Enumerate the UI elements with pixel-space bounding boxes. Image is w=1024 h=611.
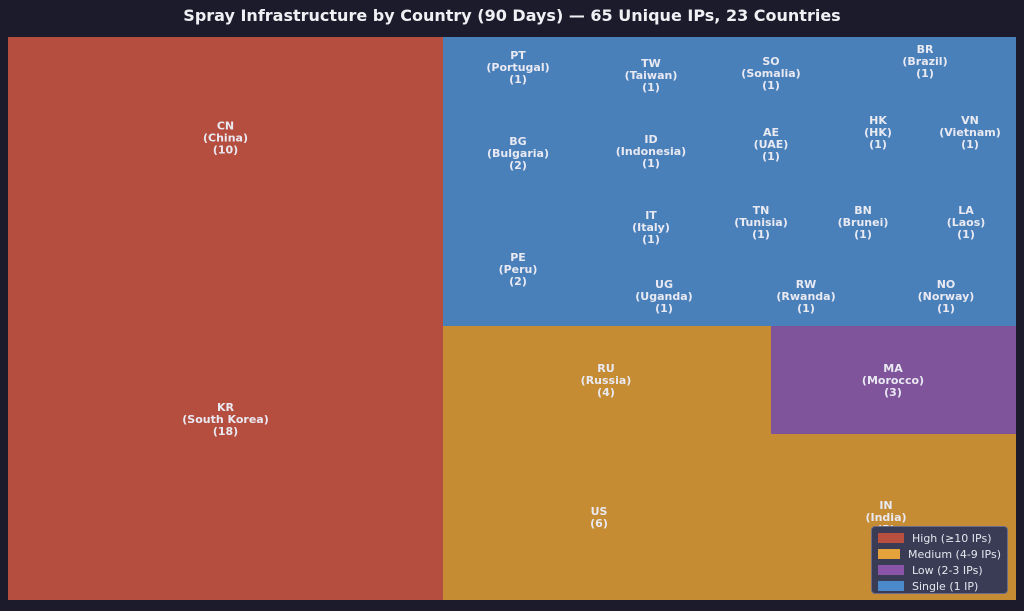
tile-label-la: (Laos) (947, 216, 986, 229)
legend-entry-high: High (≥10 IPs) (878, 530, 1001, 546)
tile-label-pe: (2) (509, 275, 527, 288)
legend-swatch-medium (878, 549, 901, 559)
tile-label-kr: (18) (213, 425, 238, 438)
tile-label-bn: (Brunei) (838, 216, 889, 229)
tile-label-ae: (1) (762, 150, 780, 163)
legend-label-single: Single (1 IP) (912, 579, 979, 593)
tile-label-pt: (Portugal) (486, 61, 549, 74)
tile-label-so: (1) (762, 79, 780, 92)
legend: High (≥10 IPs) Medium (4-9 IPs) Low (2-3… (871, 526, 1008, 594)
tile-label-tw: (Taiwan) (625, 69, 678, 82)
tile-label-kr: KR (217, 401, 235, 414)
tile-label-vn: (Vietnam) (939, 126, 1001, 139)
tile-label-us: (6) (590, 517, 608, 530)
legend-entry-medium: Medium (4-9 IPs) (878, 546, 1001, 562)
chart-title: Spray Infrastructure by Country (90 Days… (183, 6, 841, 25)
tile-label-ae: (UAE) (754, 138, 789, 151)
tile-label-bg: (2) (509, 159, 527, 172)
legend-label-low: Low (2-3 IPs) (912, 563, 983, 577)
tile-label-so: SO (762, 55, 779, 68)
tile-label-ug: (1) (655, 302, 673, 315)
legend-entry-low: Low (2-3 IPs) (878, 562, 1001, 578)
tile-label-no: (Norway) (918, 290, 975, 303)
tile-cn (8, 37, 443, 238)
tile-label-pe: (Peru) (499, 263, 538, 276)
tile-label-la: (1) (957, 228, 975, 241)
tile-label-cn: (10) (213, 144, 238, 157)
tile-label-rw: (Rwanda) (776, 290, 835, 303)
tile-label-pt: PT (510, 49, 526, 62)
tile-label-tn: (Tunisia) (734, 216, 788, 229)
tile-label-so: (Somalia) (741, 67, 800, 80)
tile-label-it: (1) (642, 233, 660, 246)
tile-label-br: (Brazil) (902, 55, 947, 68)
tile-label-tn: TN (753, 204, 770, 217)
tile-label-tw: (1) (642, 81, 660, 94)
tile-label-no: NO (937, 278, 956, 291)
tile-label-bg: BG (509, 135, 526, 148)
tile-label-it: (Italy) (632, 221, 670, 234)
tile-us (443, 434, 771, 600)
tile-label-br: BR (917, 43, 934, 56)
tile-label-id: (1) (642, 157, 660, 170)
tile-label-in: IN (879, 499, 892, 512)
tile-cluster-small-countries (443, 37, 1016, 326)
legend-label-high: High (≥10 IPs) (912, 531, 992, 545)
tile-label-tn: (1) (752, 228, 770, 241)
tile-kr (8, 238, 443, 600)
tile-label-ru: (4) (597, 386, 615, 399)
legend-swatch-high (878, 533, 904, 543)
tile-label-br: (1) (916, 67, 934, 80)
tile-label-no: (1) (937, 302, 955, 315)
tile-label-vn: (1) (961, 138, 979, 151)
tile-label-vn: VN (961, 114, 979, 127)
tile-label-hk: (HK) (864, 126, 892, 139)
tile-label-hk: HK (869, 114, 887, 127)
tile-label-ug: UG (655, 278, 673, 291)
tile-label-us: US (591, 505, 608, 518)
legend-entry-single: Single (1 IP) (878, 578, 1001, 594)
tile-label-id: ID (644, 133, 657, 146)
tile-label-ug: (Uganda) (635, 290, 692, 303)
tile-label-bn: (1) (854, 228, 872, 241)
tile-label-ru: (Russia) (581, 374, 632, 387)
tile-label-cn: (China) (203, 132, 248, 145)
tile-label-rw: (1) (797, 302, 815, 315)
tile-label-ma: (3) (884, 386, 902, 399)
tile-label-bn: BN (854, 204, 872, 217)
tile-label-la: LA (958, 204, 974, 217)
tile-ru (443, 326, 771, 434)
tile-label-ma: (Morocco) (862, 374, 924, 387)
tile-label-cn: CN (217, 120, 234, 133)
legend-label-medium: Medium (4-9 IPs) (908, 547, 1001, 561)
tile-label-ma: MA (883, 362, 903, 375)
tile-label-pt: (1) (509, 73, 527, 86)
tile-label-rw: RW (796, 278, 817, 291)
tile-label-id: (Indonesia) (616, 145, 686, 158)
tile-label-bg: (Bulgaria) (487, 147, 549, 160)
tile-ma (771, 326, 1016, 434)
tile-label-ae: AE (763, 126, 779, 139)
tile-label-kr: (South Korea) (182, 413, 268, 426)
tile-label-tw: TW (641, 57, 661, 70)
tile-label-hk: (1) (869, 138, 887, 151)
legend-swatch-low (878, 565, 904, 575)
tile-label-pe: PE (510, 251, 526, 264)
tile-label-in: (India) (865, 511, 906, 524)
legend-swatch-single (878, 581, 904, 591)
tile-label-it: IT (645, 209, 657, 222)
tile-label-ru: RU (597, 362, 614, 375)
